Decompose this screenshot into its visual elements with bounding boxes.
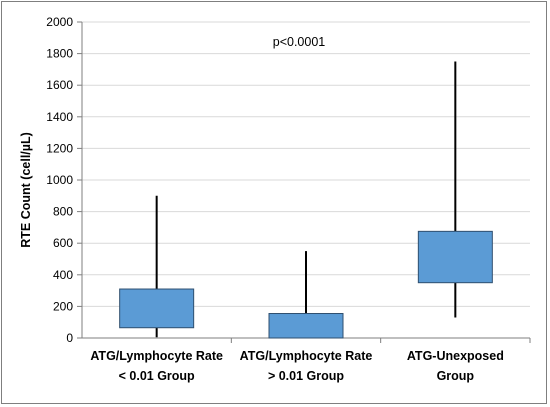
- x-category-label: ATG/Lymphocyte Rate: [240, 349, 373, 363]
- x-category-label: Group: [437, 369, 475, 383]
- boxes: [119, 61, 493, 339]
- category-labels: ATG/Lymphocyte Rate < 0.01 Group ATG/Lymph…: [90, 349, 504, 383]
- y-tick-label: 1600: [46, 78, 73, 92]
- y-tick-label: 1200: [46, 141, 73, 155]
- y-tick-label: 1800: [46, 47, 73, 61]
- y-tick-label: 0: [66, 331, 73, 345]
- y-tick-labels: 0 200 400 600 800 1000 1200 1400 1600 1800 2000: [46, 15, 73, 345]
- box-iqr: [268, 313, 344, 339]
- x-category-label: ATG-Unexposed: [407, 349, 504, 363]
- x-category-label: ATG/Lymphocyte Rate: [90, 349, 223, 363]
- y-tick-label: 1000: [46, 173, 73, 187]
- box-iqr: [417, 230, 493, 284]
- y-tick-label: 800: [53, 205, 73, 219]
- y-tick-label: 400: [53, 268, 73, 282]
- y-tick-label: 2000: [46, 15, 73, 29]
- y-tick-label: 200: [53, 299, 73, 313]
- y-tick-label: 1400: [46, 110, 73, 124]
- y-axis-label: RTE Count (cell/µL): [19, 132, 33, 248]
- y-tick-label: 600: [53, 236, 73, 250]
- box-iqr: [119, 288, 195, 329]
- x-category-label: < 0.01 Group: [119, 369, 195, 383]
- p-value-annotation: p<0.0001: [273, 35, 326, 49]
- x-category-label: > 0.01 Group: [268, 369, 344, 383]
